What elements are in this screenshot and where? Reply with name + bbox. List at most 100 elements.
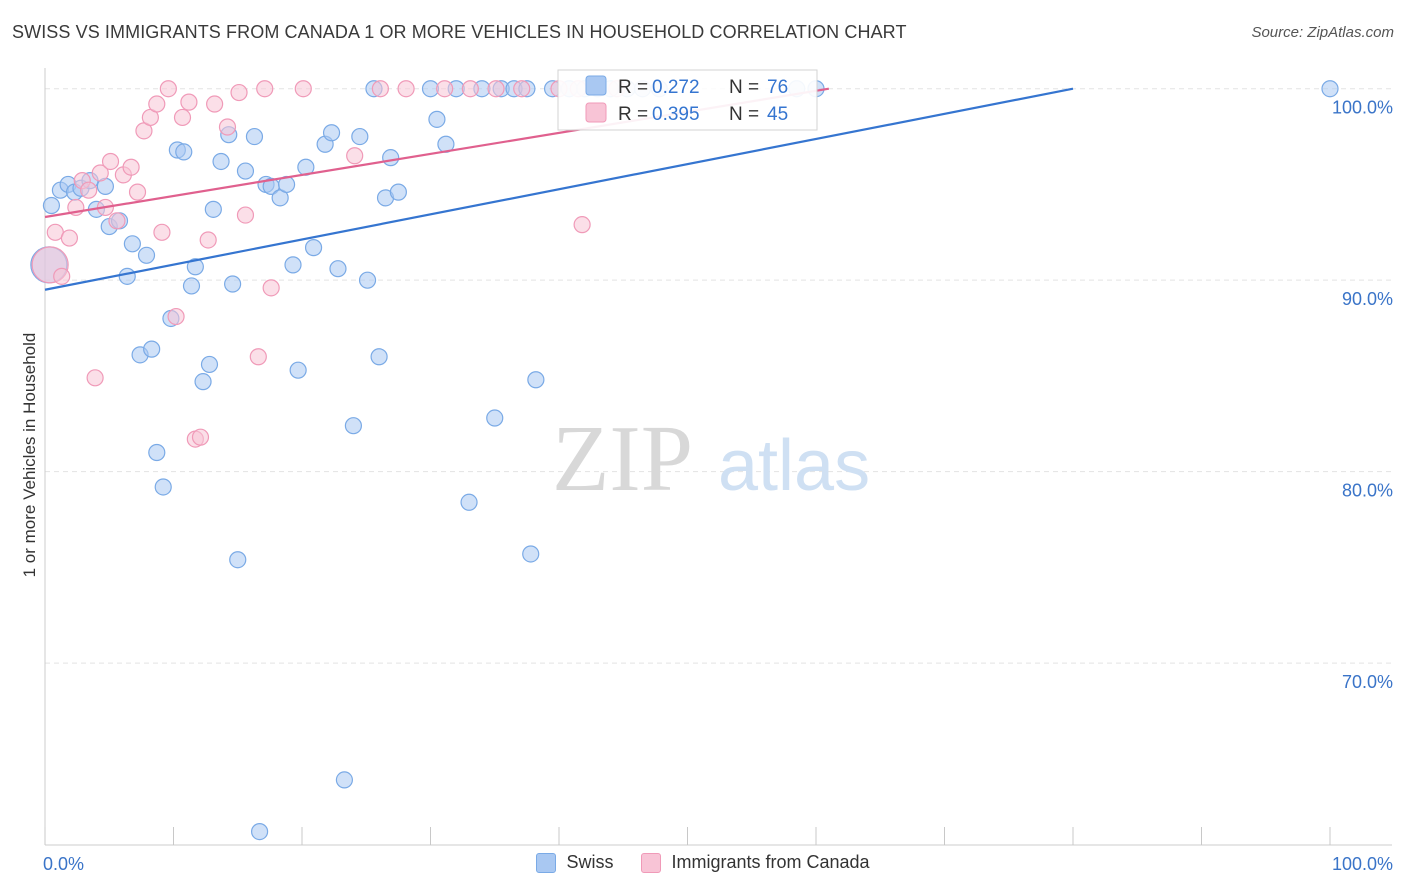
canada-point xyxy=(167,307,185,326)
swiss-point xyxy=(527,371,545,389)
canada-point xyxy=(256,80,274,98)
swiss-point xyxy=(123,235,141,253)
stats-legend: R = 0.272 N = 76 R = 0.395 N = 45 xyxy=(557,69,818,131)
canada-point xyxy=(206,95,224,113)
swiss-point xyxy=(245,127,264,146)
canada-point xyxy=(108,212,126,230)
swiss-point xyxy=(224,275,242,293)
canada-point xyxy=(159,80,177,98)
canada-point xyxy=(148,95,166,113)
canada-point xyxy=(80,181,98,199)
canada-point xyxy=(397,80,415,98)
canada-point xyxy=(487,80,505,98)
swiss-point xyxy=(1321,80,1339,98)
swiss-point xyxy=(175,143,193,161)
series-legend: Swiss Immigrants from Canada xyxy=(0,852,1406,873)
y-axis-label: 1 or more Vehicles in Household xyxy=(20,332,39,578)
legend-r-value-canada: 0.395 xyxy=(652,104,700,125)
canada-point xyxy=(128,183,147,201)
legend-text-canada: Immigrants from Canada xyxy=(671,852,870,872)
legend-r-value-swiss: 0.272 xyxy=(652,77,700,98)
source-label: Source: ZipAtlas.com xyxy=(1251,24,1394,41)
swiss-point xyxy=(250,822,269,841)
swiss-point xyxy=(212,152,230,171)
canada-point xyxy=(191,428,210,446)
swiss-point xyxy=(42,196,61,215)
canada-point xyxy=(436,80,454,98)
legend-text-swiss: Swiss xyxy=(566,852,614,872)
legend-r-label-swiss: R = xyxy=(618,77,648,98)
canada-point xyxy=(371,80,389,98)
canada-point xyxy=(91,164,109,182)
data-points xyxy=(30,80,1339,841)
watermark-zip: ZIP xyxy=(552,407,693,511)
legend-item-canada[interactable]: Immigrants from Canada xyxy=(641,852,870,873)
legend-square-swiss xyxy=(536,852,557,873)
y-tick-label: 100.0% xyxy=(1332,98,1393,118)
legend-n-label-swiss: N = xyxy=(729,77,759,98)
swiss-point xyxy=(137,246,156,264)
canada-point xyxy=(60,229,79,247)
swiss-point xyxy=(389,183,407,201)
swiss-point xyxy=(148,443,166,462)
swiss-point xyxy=(289,361,307,379)
swiss-point xyxy=(335,771,354,789)
canada-point xyxy=(101,152,120,171)
swiss-point xyxy=(486,409,504,427)
canada-point xyxy=(461,80,479,98)
canada-point xyxy=(218,118,237,136)
swiss-point xyxy=(344,417,362,435)
swiss-point xyxy=(358,271,377,289)
legend-r-label-canada: R = xyxy=(618,104,648,125)
swiss-point xyxy=(522,545,540,563)
y-tick-label: 90.0% xyxy=(1342,289,1393,309)
x-tick-label: 0.0% xyxy=(43,854,84,874)
x-tick-label: 100.0% xyxy=(1332,854,1393,874)
legend-n-value-canada: 45 xyxy=(767,104,788,125)
canada-point xyxy=(262,279,280,297)
legend-n-label-canada: N = xyxy=(729,104,759,125)
legend-item-swiss[interactable]: Swiss xyxy=(536,852,613,873)
swiss-point xyxy=(284,256,302,274)
chart-title: SWISS VS IMMIGRANTS FROM CANADA 1 OR MOR… xyxy=(12,22,907,42)
legend-swatch-canada xyxy=(585,102,607,123)
swiss-trend-line xyxy=(44,87,1074,291)
canada-point xyxy=(153,223,171,241)
swiss-point xyxy=(329,260,347,278)
canada-point xyxy=(173,108,192,127)
canada-point xyxy=(513,80,531,98)
swiss-point xyxy=(322,124,341,142)
canada-point xyxy=(573,216,591,234)
canada-point xyxy=(294,80,312,98)
swiss-point xyxy=(382,149,400,167)
swiss-point xyxy=(154,478,172,496)
canada-point xyxy=(230,83,248,102)
swiss-point xyxy=(229,551,247,569)
swiss-point xyxy=(370,348,388,366)
swiss-point xyxy=(118,267,136,285)
swiss-point xyxy=(460,493,478,511)
swiss-point xyxy=(143,340,161,358)
watermark: ZIP atlas xyxy=(552,407,870,511)
swiss-point xyxy=(186,258,204,276)
y-tick-label: 70.0% xyxy=(1342,672,1393,692)
canada-point xyxy=(249,348,267,366)
canada-point xyxy=(236,206,255,224)
y-tick-label: 80.0% xyxy=(1342,481,1393,501)
axes xyxy=(44,68,1392,846)
canada-point xyxy=(346,147,364,165)
swiss-point xyxy=(351,127,369,146)
legend-square-canada xyxy=(641,852,662,873)
swiss-point xyxy=(428,110,446,128)
canada-point xyxy=(199,231,217,249)
canada-point xyxy=(122,158,140,176)
swiss-point xyxy=(200,355,219,374)
watermark-atlas: atlas xyxy=(718,426,870,506)
canada-point xyxy=(180,93,198,111)
canada-point xyxy=(86,369,104,387)
legend-swatch-swiss xyxy=(585,75,607,96)
swiss-point xyxy=(182,277,201,295)
swiss-point xyxy=(194,373,212,391)
tick-labels: 100.0% 90.0% 80.0% 70.0% 0.0% 100.0% xyxy=(43,98,1393,874)
swiss-point xyxy=(304,239,323,257)
